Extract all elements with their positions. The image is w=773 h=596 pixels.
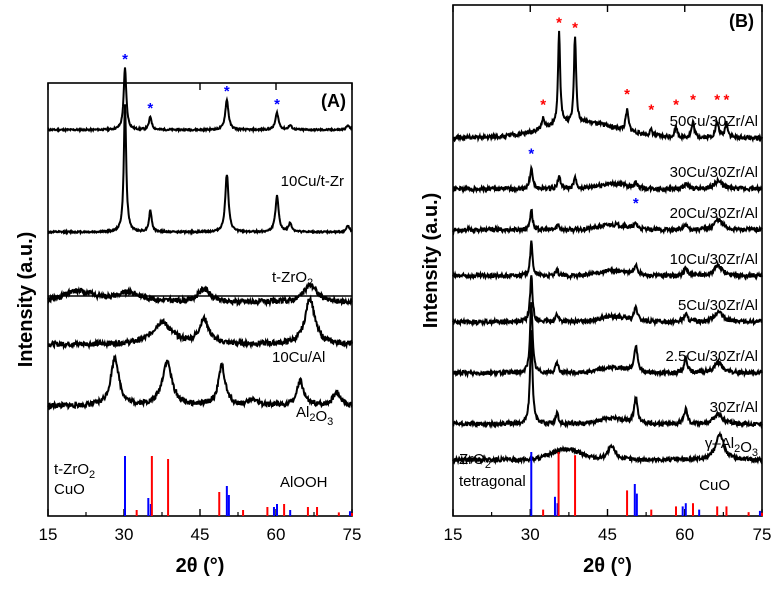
panel-b-trace-30cu30zral	[452, 164, 763, 195]
panel-a-xtick-label: 75	[343, 525, 362, 544]
panel-a-trace-tzro2	[47, 104, 353, 236]
panel-b-peak-marker: *	[724, 91, 730, 108]
panel-a-trace-10cual	[47, 281, 353, 308]
panel-b-series-label: 2.5Cu/30Zr/Al	[665, 348, 758, 365]
panel-b-ylabel: Intensity (a.u.)	[420, 193, 442, 329]
panel-b-trace-25cu30zral	[452, 302, 763, 379]
panel-b-trace-10cu30zral	[452, 240, 763, 281]
panel-a-ref-legend: CuO	[54, 481, 85, 498]
panel-b-xtick-label: 60	[675, 525, 694, 544]
panel-a-trace-alooh	[47, 353, 353, 411]
panel-b-xtick-label: 30	[521, 525, 540, 544]
panel-a-series-label: AlOOH	[280, 474, 328, 491]
panel-a-frame	[47, 82, 353, 517]
panel-b-peak-marker: *	[673, 96, 679, 113]
panel-b-xtick-label: 75	[753, 525, 772, 544]
panel-b-series-label: 30Cu/30Zr/Al	[670, 164, 758, 181]
panel-b-label: (B)	[729, 11, 754, 31]
panel-b-series-label: 30Zr/Al	[710, 399, 758, 416]
panel-b-series-label: 20Cu/30Zr/Al	[670, 205, 758, 222]
panel-b-ref-legend-zro2: ZrO2	[459, 451, 491, 471]
panel-b-series-label: 10Cu/30Zr/Al	[670, 251, 758, 268]
panel-a-xtick-label: 15	[39, 525, 58, 544]
panel-a-xtick-label: 30	[115, 525, 134, 544]
panel-a-peak-marker: *	[274, 96, 280, 113]
panel-b-xtick-label: 45	[598, 525, 617, 544]
panel-a-series-label: Al2O3	[296, 404, 333, 428]
panel-b-xtick-label: 15	[444, 525, 463, 544]
panel-b-peak-marker: *	[690, 91, 696, 108]
panel-a-series-label: 10Cu/t-Zr	[281, 173, 344, 190]
panel-a-series-label: 10Cu/Al	[272, 349, 325, 366]
panel-b-peak-marker: *	[624, 86, 630, 103]
panel-b-peak-marker: *	[714, 91, 720, 108]
panel-b-peak-marker: *	[633, 195, 639, 212]
panel-b-ref-legend-cuo: CuO	[699, 477, 730, 494]
panel-a-ylabel: Intensity (a.u.)	[15, 232, 37, 368]
panel-a-xtick-label: 60	[267, 525, 286, 544]
panel-a-ref-legend: t-ZrO2	[54, 461, 95, 481]
panel-a-xtick-label: 45	[191, 525, 210, 544]
panel-b-peak-marker: *	[648, 101, 654, 118]
panel-b-trace-30zral	[452, 330, 763, 430]
panel-b-trace-5cu30zral	[452, 275, 763, 328]
panel-a-trace-10cutzr	[47, 67, 353, 134]
panel-a-peak-marker: *	[224, 83, 230, 100]
panel-a-xlabel: 2θ (°)	[176, 555, 225, 577]
panel-b-peak-marker: *	[540, 96, 546, 113]
panel-a-peak-marker: *	[122, 51, 128, 68]
panel-b-peak-marker: *	[572, 20, 578, 37]
panel-b-series-label: 5Cu/30Zr/Al	[678, 297, 758, 314]
panel-b-trace-al2o3	[452, 430, 763, 466]
panel-a-label: (A)	[321, 91, 346, 111]
panel-a-peak-marker: *	[147, 100, 153, 117]
panel-b-trace-50cu30zral	[452, 30, 763, 143]
panel-b-peak-marker: *	[556, 15, 562, 32]
panel-b-peak-marker: *	[528, 145, 534, 162]
panel-a-trace-al2o3	[47, 294, 353, 351]
panel-b-series-label: 50Cu/30Zr/Al	[670, 113, 758, 130]
panel-b-trace-20cu30zral	[452, 208, 763, 236]
panel-b-xlabel: 2θ (°)	[583, 555, 632, 577]
panel-b-series-label: γ–Al2O3	[705, 435, 758, 459]
panel-b-ref-legend-tetragonal: tetragonal	[459, 473, 526, 490]
